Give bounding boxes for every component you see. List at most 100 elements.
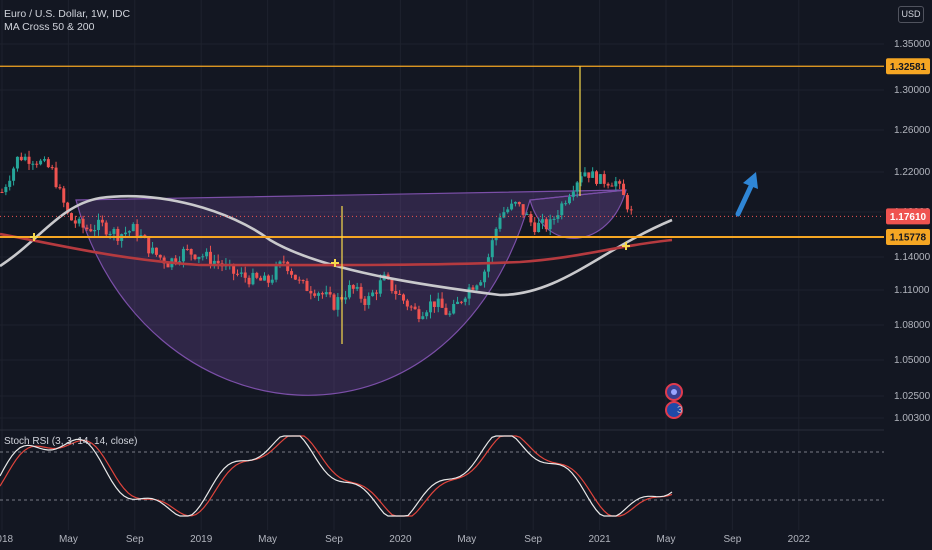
candle-body bbox=[324, 292, 328, 295]
candle-body bbox=[189, 248, 193, 255]
candle-body bbox=[548, 219, 552, 230]
candle-body bbox=[313, 293, 317, 296]
candle-body bbox=[31, 163, 35, 165]
price-tick-label: 1.08000 bbox=[894, 320, 931, 331]
chart-header: Euro / U.S. Dollar, 1W, IDC MA Cross 50 … bbox=[4, 8, 130, 34]
candle-body bbox=[587, 172, 591, 178]
candle-body bbox=[367, 296, 371, 305]
candle-body bbox=[297, 279, 301, 281]
candle-body bbox=[286, 261, 290, 272]
candle-body bbox=[131, 224, 135, 232]
candle-body bbox=[429, 301, 433, 313]
candle-body bbox=[332, 294, 336, 310]
candle-body bbox=[571, 191, 575, 197]
candle-body bbox=[398, 293, 402, 295]
indicator-title[interactable]: MA Cross 50 & 200 bbox=[4, 21, 95, 33]
candle-body bbox=[401, 294, 405, 301]
candle-body bbox=[58, 187, 62, 189]
rsi-k-line bbox=[0, 435, 673, 517]
time-tick-label: 2021 bbox=[588, 534, 611, 545]
candle-body bbox=[394, 291, 398, 294]
candle-body bbox=[560, 203, 564, 216]
candle-body bbox=[371, 292, 375, 297]
current-price-tag-label: 1.17610 bbox=[890, 212, 927, 223]
candle-body bbox=[347, 285, 351, 298]
candle-body bbox=[89, 229, 93, 232]
time-tick-label: Sep bbox=[126, 534, 144, 545]
candle-body bbox=[629, 209, 633, 211]
candle-body bbox=[266, 275, 270, 283]
candle-body bbox=[158, 254, 162, 258]
ma50-line bbox=[0, 194, 673, 297]
time-tick-label: May bbox=[258, 534, 277, 545]
candle-body bbox=[0, 192, 4, 193]
candle-body bbox=[135, 224, 139, 237]
candle-body bbox=[104, 222, 108, 235]
event-badge-dot bbox=[671, 389, 677, 395]
candle-body bbox=[378, 280, 382, 294]
candle-body bbox=[490, 240, 494, 258]
candle-body bbox=[162, 257, 166, 264]
candle-body bbox=[344, 297, 348, 300]
arrow-shaft bbox=[735, 181, 755, 217]
candle-body bbox=[239, 272, 243, 274]
price-axis[interactable]: 1.350001.300001.260001.220001.180001.140… bbox=[884, 0, 932, 530]
candle-body bbox=[305, 280, 309, 291]
rsi-title[interactable]: Stoch RSI (3, 3, 14, 14, close) bbox=[4, 436, 138, 447]
symbol-title[interactable]: Euro / U.S. Dollar, 1W, IDC bbox=[4, 8, 131, 20]
candle-body bbox=[440, 298, 444, 308]
candle-body bbox=[421, 316, 425, 319]
candle-body bbox=[201, 256, 205, 258]
candle-body bbox=[436, 298, 440, 307]
candle-body bbox=[529, 214, 533, 223]
candle-body bbox=[506, 209, 510, 213]
candle-body bbox=[405, 300, 409, 307]
candle-body bbox=[521, 204, 525, 215]
candle-body bbox=[15, 156, 19, 169]
candle-body bbox=[290, 271, 294, 275]
time-tick-label: May bbox=[457, 534, 476, 545]
candle-body bbox=[502, 212, 506, 218]
candle-body bbox=[19, 156, 23, 161]
candle-body bbox=[251, 272, 255, 285]
projection-arrow[interactable] bbox=[735, 172, 758, 217]
candle-body bbox=[583, 172, 587, 177]
candle-body bbox=[69, 213, 73, 221]
event-badges[interactable]: 3 bbox=[665, 383, 683, 419]
candle-body bbox=[606, 183, 610, 186]
time-tick-label: Sep bbox=[724, 534, 742, 545]
candle-body bbox=[46, 159, 50, 168]
candle-body bbox=[336, 297, 340, 310]
candle-body bbox=[27, 156, 31, 164]
candle-body bbox=[77, 218, 81, 224]
time-axis[interactable]: 2018 May Sep 2019 May Sep 2020 May Sep 2021 May Sep… bbox=[0, 530, 932, 550]
candle-body bbox=[363, 298, 367, 305]
target-price-tag-label: 1.32581 bbox=[890, 62, 927, 73]
candle-body bbox=[525, 214, 529, 216]
candle-body bbox=[317, 293, 321, 296]
candle-body bbox=[39, 160, 43, 165]
candle-body bbox=[533, 222, 537, 233]
time-tick-label: May bbox=[59, 534, 78, 545]
candle-body bbox=[8, 180, 12, 187]
candle-body bbox=[328, 292, 332, 295]
candle-body bbox=[193, 254, 197, 260]
candle-body bbox=[235, 273, 239, 275]
candle-body bbox=[595, 171, 599, 184]
candle-body bbox=[205, 251, 209, 257]
cup-and-handle-pattern[interactable] bbox=[75, 189, 627, 396]
candle-body bbox=[309, 290, 313, 294]
currency-button[interactable]: USD bbox=[898, 6, 924, 23]
price-tick-label: 1.05000 bbox=[894, 355, 931, 366]
candle-body bbox=[259, 277, 263, 281]
candle-body bbox=[444, 307, 448, 315]
candle-body bbox=[552, 218, 556, 220]
price-tick-label: 1.26000 bbox=[894, 125, 931, 136]
candle-body bbox=[243, 272, 247, 278]
horizontal-levels[interactable] bbox=[0, 65, 884, 238]
candle-body bbox=[93, 230, 97, 232]
candle-body bbox=[355, 286, 359, 289]
measurement-lines[interactable] bbox=[341, 66, 581, 344]
candle-body bbox=[467, 287, 471, 299]
